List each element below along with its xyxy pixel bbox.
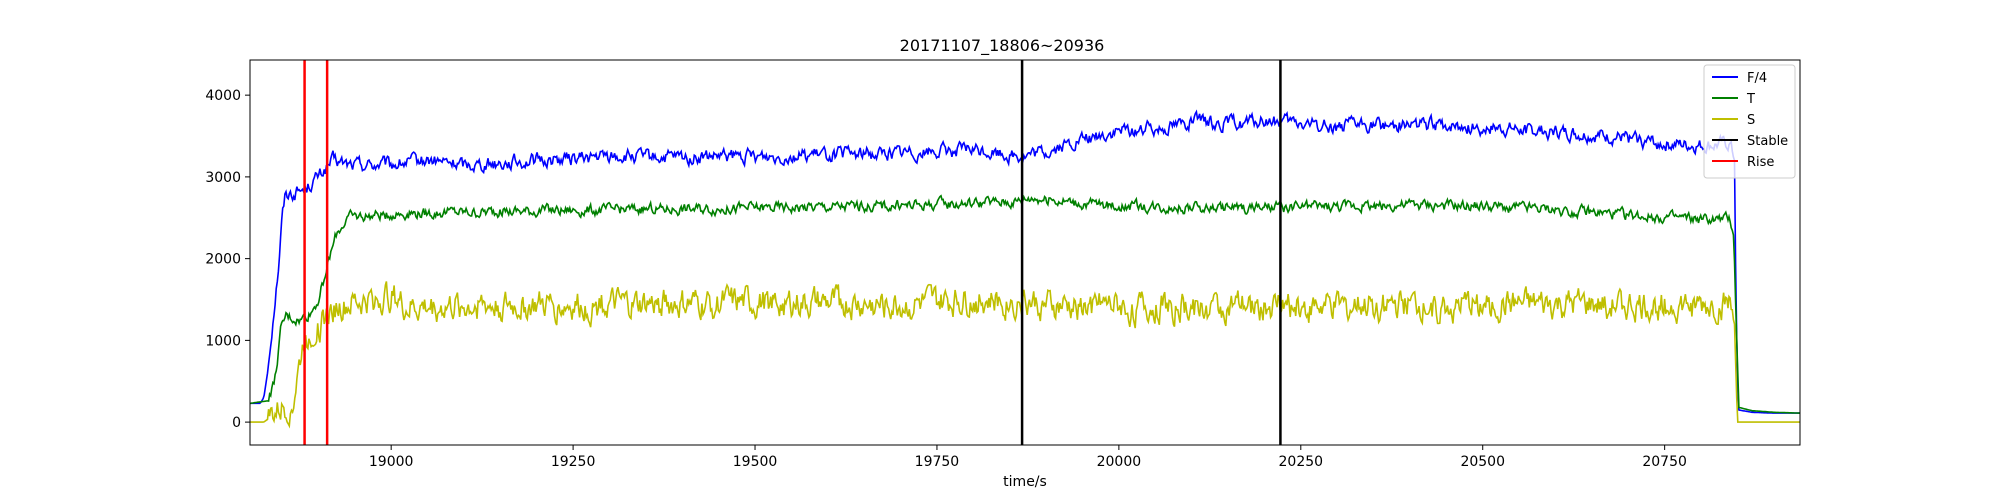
y-tick-label: 2000 [205, 252, 241, 268]
chart-title: 20171107_18806~20936 [900, 36, 1105, 56]
legend-label: Rise [1747, 155, 1774, 170]
x-tick-label: 20750 [1642, 454, 1687, 470]
x-tick-label: 19500 [733, 454, 778, 470]
legend-label: F/4 [1747, 71, 1767, 86]
legend-label: T [1746, 92, 1755, 107]
x-tick-label: 19000 [369, 454, 414, 470]
axes-frame [249, 59, 1801, 446]
legend-box [1703, 64, 1796, 179]
x-tick-label: 20500 [1460, 454, 1505, 470]
y-tick-label: 0 [232, 415, 241, 431]
series-line-s [250, 281, 1800, 429]
y-tick-label: 1000 [205, 333, 241, 349]
y-axis: 0 1000 2000 3000 4000 [205, 88, 250, 431]
x-axis: 19000 19250 19500 19750 20000 20250 20500 20750 [369, 445, 1687, 470]
series-line-f-4 [250, 109, 1800, 414]
legend: F/4 TS Stable Rise [1703, 64, 1796, 179]
legend-label: S [1747, 113, 1755, 128]
x-tick-label: 19250 [551, 454, 596, 470]
x-tick-label: 19750 [915, 454, 960, 470]
x-tick-label: 20250 [1279, 454, 1324, 470]
series-line-t [250, 194, 1800, 414]
x-tick-label: 20000 [1097, 454, 1142, 470]
plot-area [250, 60, 1800, 445]
y-tick-label: 3000 [205, 170, 241, 186]
y-tick-label: 4000 [205, 88, 241, 104]
x-axis-label: time/s [1003, 474, 1047, 490]
legend-label: Stable [1747, 134, 1788, 149]
